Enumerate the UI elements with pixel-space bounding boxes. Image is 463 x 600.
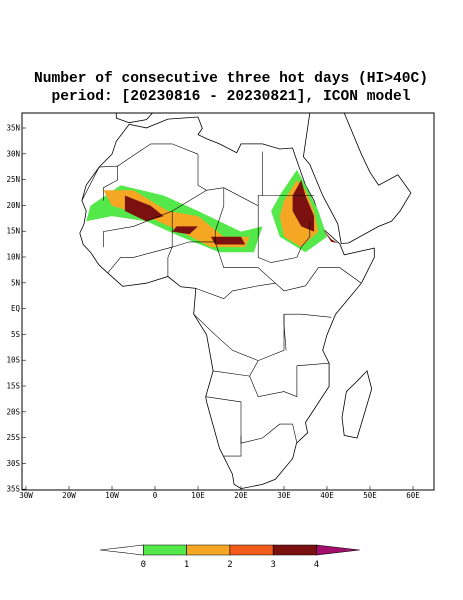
- colorbar-segment: [316, 544, 360, 556]
- border: [193, 313, 332, 361]
- lon-label: 30E: [277, 491, 291, 500]
- border: [257, 205, 311, 263]
- hot-area: [172, 226, 198, 235]
- hot-area: [322, 229, 338, 243]
- map-frame: [21, 112, 435, 491]
- border: [81, 165, 118, 201]
- border: [205, 396, 298, 444]
- lat-label: 30N: [6, 149, 20, 158]
- lat-label: 20S: [6, 407, 20, 416]
- border: [249, 360, 259, 377]
- lon-label: 0: [153, 491, 158, 500]
- lat-label: EQ: [11, 304, 21, 313]
- lat-label: 35S: [6, 485, 20, 494]
- colorbar-segment: [99, 544, 144, 556]
- lat-label: 15S: [6, 382, 20, 391]
- lon-label: 60E: [406, 491, 420, 500]
- lat-label: 30S: [6, 459, 20, 468]
- lat-label: 10S: [6, 356, 20, 365]
- land: [302, 113, 412, 244]
- border: [103, 190, 207, 248]
- border: [107, 211, 173, 274]
- colorbar-label: 2: [227, 560, 232, 570]
- lat-label: 25S: [6, 433, 20, 442]
- lon-label: 10E: [191, 491, 205, 500]
- colorbar-segment: [229, 544, 274, 556]
- land: [115, 113, 154, 124]
- border: [283, 314, 287, 351]
- lat-label: 25N: [6, 175, 20, 184]
- lon-label: 40E: [320, 491, 334, 500]
- colorbar-label: 4: [314, 560, 319, 570]
- hot-area: [124, 195, 164, 222]
- lat-label: 20N: [6, 201, 20, 210]
- colorbar-label: 1: [184, 560, 189, 570]
- border: [214, 187, 362, 292]
- lon-label: 20E: [234, 491, 248, 500]
- border: [117, 143, 199, 167]
- lon-label: 50E: [363, 491, 377, 500]
- border: [167, 241, 216, 277]
- title-line: Number of consecutive three hot days (HI…: [34, 71, 428, 87]
- map-area: [79, 113, 412, 490]
- border: [195, 282, 276, 300]
- hot-area: [210, 236, 246, 245]
- colorbar-segment: [186, 544, 231, 556]
- border: [223, 436, 242, 457]
- lat-label: 15N: [6, 227, 20, 236]
- colorbar-label: 0: [141, 560, 146, 570]
- land: [341, 370, 373, 439]
- lat-label: 5N: [11, 278, 20, 287]
- lon-label: 30W: [19, 491, 33, 500]
- lon-label: 10W: [105, 491, 119, 500]
- title-line: period: [20230816 - 20230821], ICON mode…: [51, 89, 410, 105]
- colorbar-segment: [143, 544, 187, 556]
- lat-label: 5S: [11, 330, 21, 339]
- lat-label: 35N: [6, 124, 20, 133]
- colorbar-label: 3: [270, 560, 275, 570]
- lon-label: 20W: [62, 491, 76, 500]
- hot-area: [292, 180, 315, 232]
- colorbar-segment: [272, 544, 317, 556]
- lat-label: 10N: [6, 253, 20, 262]
- border: [197, 151, 263, 207]
